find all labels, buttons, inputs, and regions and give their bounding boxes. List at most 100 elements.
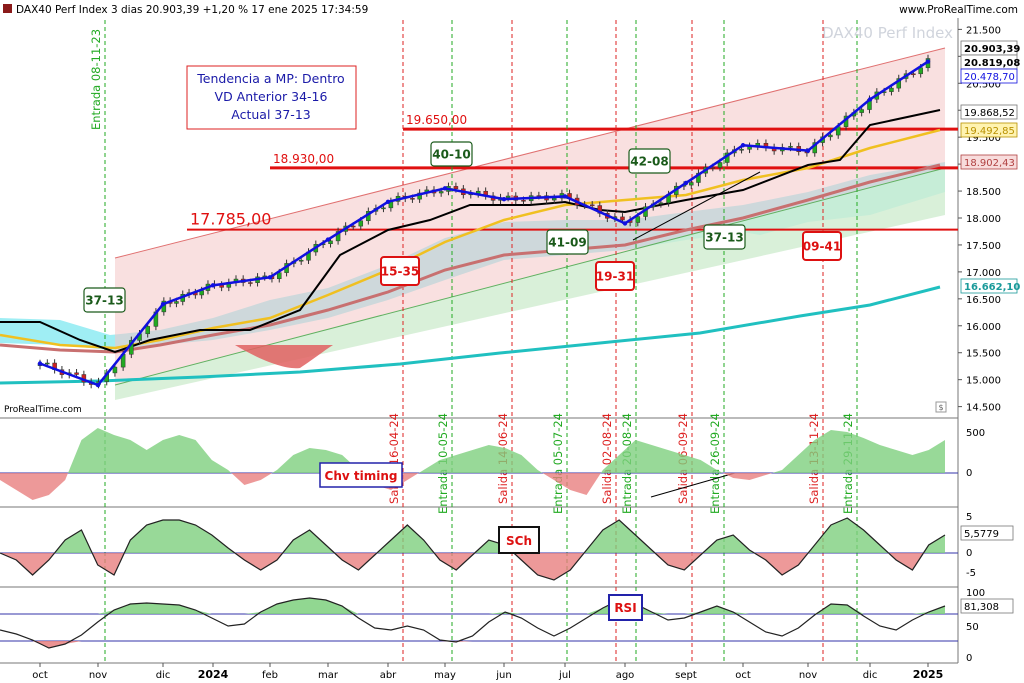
candle-body	[328, 240, 333, 245]
signal-box	[430, 141, 473, 167]
signal-box	[703, 224, 746, 250]
instrument-icon	[3, 4, 12, 13]
sch-badge-label: 5,5779	[964, 529, 999, 540]
chv-fill-positive	[0, 428, 945, 473]
sch-badge	[960, 525, 1014, 541]
info-icon-glyph: $	[938, 403, 943, 412]
price-badge	[960, 278, 1018, 294]
chv-label: Chv timing	[325, 469, 398, 483]
price-point	[160, 302, 166, 307]
trendline-1	[632, 171, 761, 241]
candle-body	[45, 362, 50, 365]
chv-tick-label: 500	[966, 428, 985, 439]
candle-body	[505, 195, 511, 198]
price-tick-label: 14.500	[966, 403, 1001, 414]
price-tick-label: 16.500	[966, 295, 1001, 306]
signal-box-label: 19-31	[596, 270, 634, 284]
signal-box-label: 37-13	[85, 294, 123, 308]
info-icon[interactable]	[935, 401, 947, 413]
candle-body	[911, 73, 916, 76]
price-badge-label: 19.868,52	[964, 108, 1015, 119]
x-tick-label: sept	[675, 670, 697, 681]
signal-label: Entrada 08-11-23	[89, 29, 103, 130]
rsi-tick-label: 50	[966, 622, 979, 633]
signal-label: Salida 16-04-24	[387, 413, 401, 504]
price-badge	[960, 122, 1018, 138]
price-point	[95, 382, 101, 388]
candle-body	[689, 182, 694, 186]
candle-body	[551, 197, 557, 201]
x-tick-label: oct	[735, 670, 751, 681]
price-point	[442, 186, 448, 191]
candle-body	[696, 172, 701, 183]
candle-body	[453, 186, 459, 190]
signal-box	[595, 261, 635, 291]
sch-fill-positive	[0, 518, 945, 553]
price-badge-label: 20.903,39	[964, 44, 1020, 55]
rsi-label: RSI	[614, 601, 636, 615]
candle-body	[521, 200, 526, 202]
sch-tick-label: -5	[966, 568, 976, 579]
x-tick-label: nov	[799, 670, 817, 681]
trendline-2	[650, 472, 736, 498]
x-tick-label: jul	[558, 670, 571, 681]
signal-box	[83, 287, 126, 313]
price-point	[267, 275, 273, 280]
candle-body	[350, 225, 356, 228]
candle-body	[410, 198, 415, 200]
sch-line	[0, 517, 946, 581]
channel-upper-edge	[114, 47, 946, 259]
x-tick-label: 2025	[913, 668, 944, 681]
info-line-1: Tendencia a MP: Dentro	[196, 71, 344, 86]
candle-body	[658, 202, 664, 205]
price-tick-label: 17.000	[966, 268, 1001, 279]
price-badge-label: 19.492,85	[964, 126, 1015, 137]
candle-body	[438, 191, 444, 194]
price-point	[562, 194, 568, 199]
x-tick-label: may	[434, 670, 456, 681]
rsi-badge	[960, 598, 1014, 614]
price-tick-label: 21.500	[966, 25, 1001, 36]
info-line-2: VD Anterior 34-16	[215, 89, 328, 104]
black-line	[0, 109, 941, 354]
price-point	[867, 97, 873, 102]
chv-tick-label: 0	[966, 468, 972, 479]
cloud-red-blob	[235, 345, 333, 369]
sch-tick-label: 0	[966, 548, 972, 559]
signal-box	[802, 231, 842, 261]
x-tick-label: dic	[156, 670, 171, 681]
price-point	[740, 143, 746, 148]
x-tick-label: jun	[495, 670, 511, 681]
signal-label: Salida 02-08-24	[600, 413, 614, 504]
x-tick-label: ago	[616, 670, 635, 681]
candle-body	[635, 216, 641, 223]
price-point	[210, 283, 216, 288]
sch-fill-negative	[0, 553, 945, 580]
price-tick-label: 18.000	[966, 214, 1001, 225]
candle-body	[859, 109, 864, 113]
price-tick-label: 20.500	[966, 79, 1001, 90]
price-badge-label: 20.819,08	[964, 58, 1020, 69]
price-badge	[960, 154, 1018, 170]
logo-text: ProRealTime.com	[4, 405, 82, 415]
header-bar	[0, 0, 1024, 17]
signal-box-label: 09-41	[803, 240, 841, 254]
price-badge	[960, 68, 1018, 84]
info-box	[186, 65, 357, 130]
price-point	[385, 199, 391, 205]
price-point	[925, 59, 931, 64]
x-tick-label: 2024	[198, 668, 229, 681]
candle-body	[717, 162, 723, 168]
price-tick-label: 17.500	[966, 241, 1001, 252]
signal-box	[628, 148, 671, 174]
signal-label: Entrada 26-09-24	[708, 413, 722, 514]
ma-200-line	[0, 285, 941, 385]
site-label: www.ProRealTime.com	[899, 4, 1018, 16]
x-tick-label: mar	[318, 670, 339, 681]
level-label: 19.650,00	[406, 113, 467, 127]
price-point	[501, 196, 507, 202]
rsi-badge-label: 81,308	[964, 602, 999, 613]
price-point	[37, 361, 43, 366]
candle-body	[74, 372, 79, 375]
